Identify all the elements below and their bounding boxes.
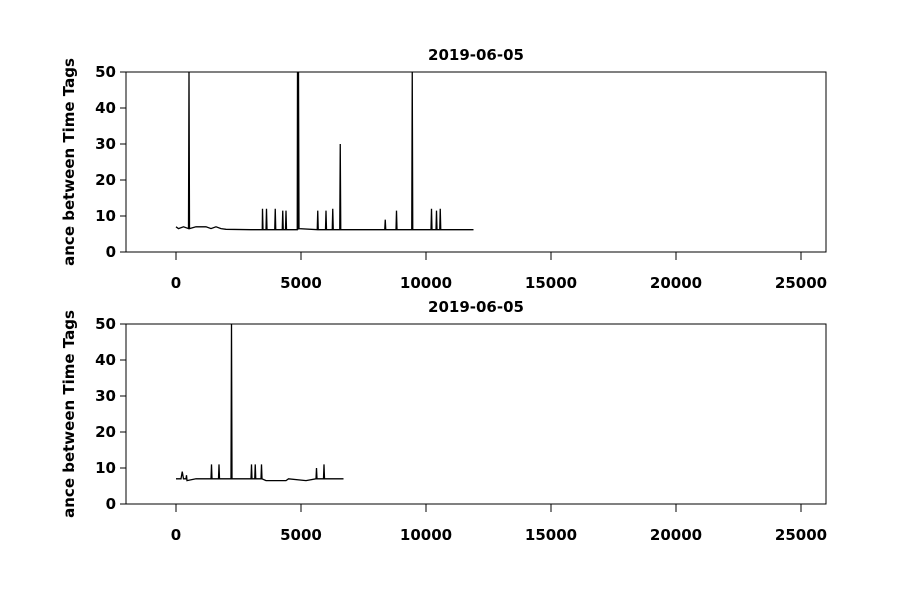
x-tick-label: 15000 xyxy=(525,274,577,292)
y-tick-label: 30 xyxy=(95,387,116,405)
x-tick-label: 20000 xyxy=(650,274,702,292)
x-tick-label: 10000 xyxy=(400,274,452,292)
x-tick-label: 10000 xyxy=(400,526,452,544)
data-line xyxy=(175,71,474,231)
y-tick-label: 0 xyxy=(106,495,116,513)
subplot: 2019-06-05 ance between Time Tags 0 10 20 30 4… xyxy=(60,298,827,544)
x-tick-label: 0 xyxy=(171,274,181,292)
x-tick-label: 25000 xyxy=(775,274,827,292)
y-tick-label: 40 xyxy=(95,99,116,117)
chart-title: 2019-06-05 xyxy=(428,298,524,316)
plot-frame xyxy=(125,71,827,253)
y-tick-label: 20 xyxy=(95,423,116,441)
x-tick-label: 0 xyxy=(171,526,181,544)
y-tick-label: 10 xyxy=(95,207,116,225)
y-tick-label: 10 xyxy=(95,459,116,477)
y-tick-label: 20 xyxy=(95,171,116,189)
y-tick-label: 50 xyxy=(95,315,116,333)
subplot: 2019-06-05 ance between Time Tags 0 10 20 30 4… xyxy=(60,46,827,292)
y-tick-label: 40 xyxy=(95,351,116,369)
x-tick-label: 5000 xyxy=(280,526,322,544)
y-tick-label: 50 xyxy=(95,63,116,81)
chart-title: 2019-06-05 xyxy=(428,46,524,64)
y-tick-label: 30 xyxy=(95,135,116,153)
y-tick-label: 0 xyxy=(106,243,116,261)
y-axis-label: ance between Time Tags xyxy=(60,58,78,266)
x-tick-label: 20000 xyxy=(650,526,702,544)
x-tick-label: 15000 xyxy=(525,526,577,544)
x-tick-label: 25000 xyxy=(775,526,827,544)
y-axis-label: ance between Time Tags xyxy=(60,310,78,518)
x-tick-label: 5000 xyxy=(280,274,322,292)
data-line xyxy=(176,323,344,482)
plot-frame xyxy=(125,323,827,505)
